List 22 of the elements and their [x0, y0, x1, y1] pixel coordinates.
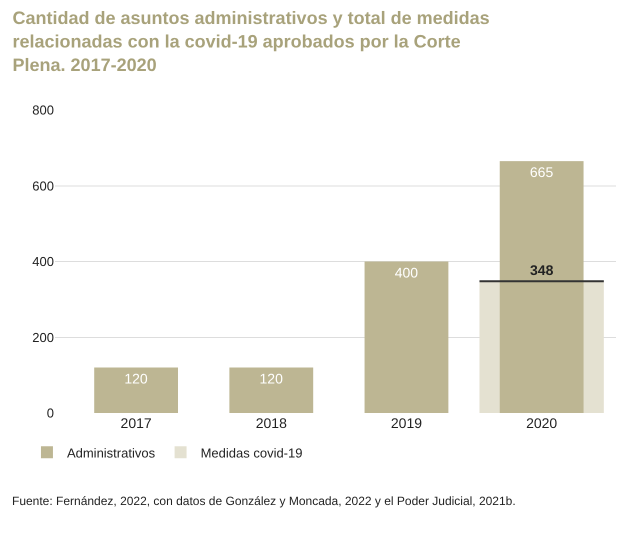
x-tick-label: 2019 [390, 415, 422, 431]
data-label: 665 [530, 164, 554, 180]
y-tick-label: 0 [46, 406, 54, 421]
chart-title: Cantidad de asuntos administrativos y total de medidas relacionadas con la covid-19 aprobados por la Corte Plena. 2017-2020 [12, 8, 490, 75]
y-tick-label: 800 [32, 102, 54, 118]
data-label: 400 [394, 264, 418, 280]
source-note: Fuente: Fernández, 2022, con datos de González y Moncada, 2022 y el Poder Judicial, 2021b. [12, 494, 516, 508]
legend-label: Medidas covid-19 [200, 445, 302, 460]
legend-label: Administrativos [66, 445, 156, 460]
x-tick-label: 2020 [526, 415, 558, 431]
bar [229, 368, 314, 413]
y-tick-label: 600 [32, 178, 54, 194]
data-label: 120 [260, 370, 284, 387]
bar [500, 161, 584, 413]
x-tick-label: 2017 [120, 415, 152, 431]
data-label: 348 [530, 262, 554, 278]
bar [94, 368, 178, 413]
x-tick-label: 2018 [256, 415, 288, 431]
y-tick-label: 200 [32, 330, 54, 345]
y-tick-label: 400 [32, 254, 54, 270]
bar [364, 262, 448, 413]
data-label: 120 [124, 370, 148, 387]
